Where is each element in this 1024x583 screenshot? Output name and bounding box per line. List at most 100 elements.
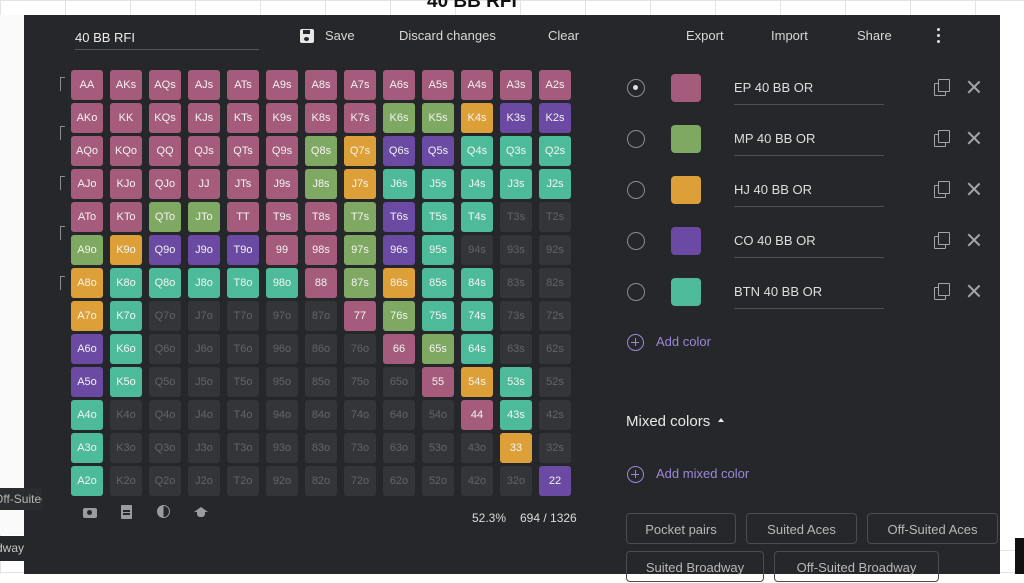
hand-cell-A4s[interactable]: A4s [461,70,493,100]
hand-cell-Q2o[interactable]: Q2o [149,466,181,496]
range-radio[interactable] [627,181,645,199]
hand-cell-T7s[interactable]: T7s [344,202,376,232]
hand-cell-AKs[interactable]: AKs [110,70,142,100]
hand-cell-85s[interactable]: 85s [422,268,454,298]
hand-cell-T3s[interactable]: T3s [500,202,532,232]
hand-cell-85o[interactable]: 85o [305,367,337,397]
hand-cell-87s[interactable]: 87s [344,268,376,298]
hand-cell-T5o[interactable]: T5o [227,367,259,397]
add-color-button[interactable]: Add color [627,334,711,352]
hand-cell-AQo[interactable]: AQo [71,136,103,166]
range-radio[interactable] [627,79,645,97]
close-icon[interactable] [966,130,982,146]
hand-cell-T8s[interactable]: T8s [305,202,337,232]
hand-cell-82s[interactable]: 82s [539,268,571,298]
hand-cell-K2s[interactable]: K2s [539,103,571,133]
hand-cell-43s[interactable]: 43s [500,400,532,430]
hand-cell-A2o[interactable]: A2o [71,466,103,496]
hand-cell-84s[interactable]: 84s [461,268,493,298]
range-color-swatch[interactable] [671,278,701,306]
hand-cell-96s[interactable]: 96s [383,235,415,265]
hand-cell-K5s[interactable]: K5s [422,103,454,133]
hand-cell-T9s[interactable]: T9s [266,202,298,232]
hand-cell-87o[interactable]: 87o [305,301,337,331]
hand-cell-22[interactable]: 22 [539,466,571,496]
hand-cell-63o[interactable]: 63o [383,433,415,463]
hand-cell-55[interactable]: 55 [422,367,454,397]
hand-cell-Q6s[interactable]: Q6s [383,136,415,166]
hand-cell-33[interactable]: 33 [500,433,532,463]
hand-cell-T2o[interactable]: T2o [227,466,259,496]
hand-cell-J2o[interactable]: J2o [188,466,220,496]
hand-cell-J9o[interactable]: J9o [188,235,220,265]
close-icon[interactable] [966,283,982,299]
hand-cell-88[interactable]: 88 [305,268,337,298]
hand-cell-53o[interactable]: 53o [422,433,454,463]
hand-cell-Q3s[interactable]: Q3s [500,136,532,166]
school-icon[interactable] [194,505,208,519]
hand-cell-JJ[interactable]: JJ [188,169,220,199]
hand-cell-K9s[interactable]: K9s [266,103,298,133]
hand-cell-74s[interactable]: 74s [461,301,493,331]
more-menu-icon[interactable] [937,28,941,44]
hand-cell-93o[interactable]: 93o [266,433,298,463]
range-name-field[interactable]: CO 40 BB OR [734,233,884,258]
hand-cell-J5o[interactable]: J5o [188,367,220,397]
hand-cell-63s[interactable]: 63s [500,334,532,364]
hand-cell-94o[interactable]: 94o [266,400,298,430]
hand-cell-J6o[interactable]: J6o [188,334,220,364]
hand-cell-AA[interactable]: AA [71,70,103,100]
hand-cell-K2o[interactable]: K2o [110,466,142,496]
hand-cell-KJo[interactable]: KJo [110,169,142,199]
hand-cell-84o[interactable]: 84o [305,400,337,430]
hand-cell-Q8s[interactable]: Q8s [305,136,337,166]
hand-cell-QJs[interactable]: QJs [188,136,220,166]
hand-cell-ATs[interactable]: ATs [227,70,259,100]
hand-cell-66[interactable]: 66 [383,334,415,364]
hand-cell-A8s[interactable]: A8s [305,70,337,100]
clear-button[interactable]: Clear [548,28,580,43]
hand-cell-QJo[interactable]: QJo [149,169,181,199]
hand-cell-TT[interactable]: TT [227,202,259,232]
range-color-swatch[interactable] [671,74,701,102]
hand-cell-Q9o[interactable]: Q9o [149,235,181,265]
hand-cell-AQs[interactable]: AQs [149,70,181,100]
hand-cell-JTo[interactable]: JTo [188,202,220,232]
hand-cell-T8o[interactable]: T8o [227,268,259,298]
hand-cell-KQo[interactable]: KQo [110,136,142,166]
hand-cell-86o[interactable]: 86o [305,334,337,364]
range-radio[interactable] [627,130,645,148]
document-icon[interactable] [120,505,134,519]
copy-icon[interactable] [934,181,951,198]
range-radio[interactable] [627,232,645,250]
hand-cell-KTo[interactable]: KTo [110,202,142,232]
hand-cell-Q5o[interactable]: Q5o [149,367,181,397]
hand-cell-Q8o[interactable]: Q8o [149,268,181,298]
preset-off-suited-broadway[interactable]: Off-Suited Broadway [774,551,939,582]
hand-cell-73s[interactable]: 73s [500,301,532,331]
hand-cell-J4o[interactable]: J4o [188,400,220,430]
hand-cell-K4o[interactable]: K4o [110,400,142,430]
hand-cell-62s[interactable]: 62s [539,334,571,364]
copy-icon[interactable] [934,283,951,300]
hand-cell-97o[interactable]: 97o [266,301,298,331]
hand-cell-A6s[interactable]: A6s [383,70,415,100]
hand-cell-J5s[interactable]: J5s [422,169,454,199]
hand-cell-74o[interactable]: 74o [344,400,376,430]
hand-cell-K5o[interactable]: K5o [110,367,142,397]
hand-cell-Q9s[interactable]: Q9s [266,136,298,166]
discard-changes-button[interactable]: Discard changes [399,28,496,43]
hand-cell-A9o[interactable]: A9o [71,235,103,265]
hand-cell-92o[interactable]: 92o [266,466,298,496]
close-icon[interactable] [966,79,982,95]
hand-cell-K7o[interactable]: K7o [110,301,142,331]
hand-cell-T2s[interactable]: T2s [539,202,571,232]
hand-cell-95o[interactable]: 95o [266,367,298,397]
hand-cell-76s[interactable]: 76s [383,301,415,331]
hand-cell-43o[interactable]: 43o [461,433,493,463]
range-name-field[interactable]: EP 40 BB OR [734,80,884,105]
share-button[interactable]: Share [857,28,892,43]
preset-off-suited-aces[interactable]: Off-Suited Aces [867,513,998,544]
hand-cell-K6o[interactable]: K6o [110,334,142,364]
hand-cell-82o[interactable]: 82o [305,466,337,496]
